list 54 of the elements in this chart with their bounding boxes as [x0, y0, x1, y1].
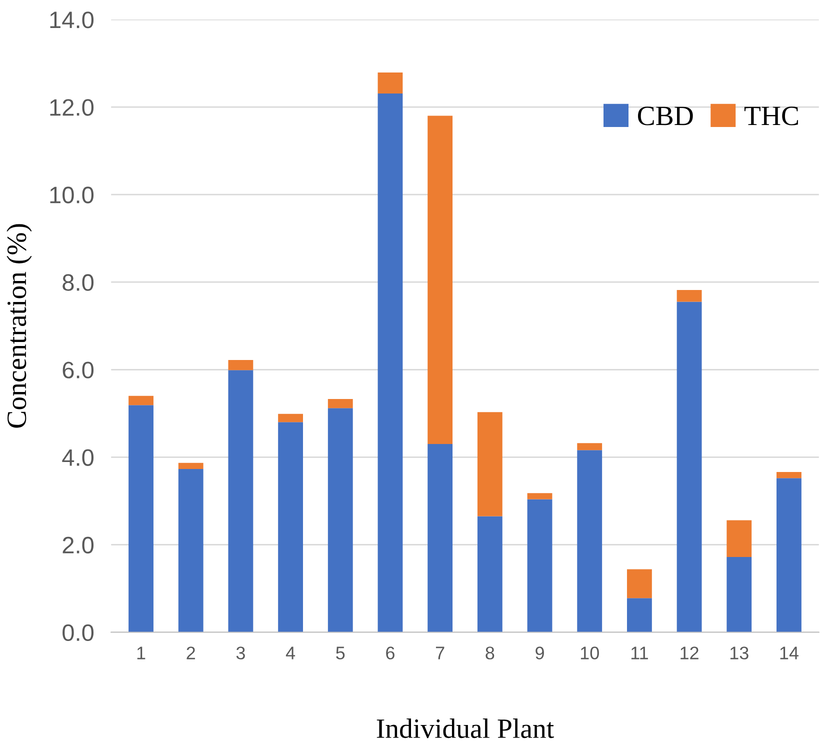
bar: [477, 412, 502, 516]
y-axis-title: Concentration (%): [6, 224, 32, 428]
x-tick-label: 1: [137, 646, 146, 660]
x-tick-label: 9: [536, 646, 544, 660]
bar: [128, 405, 154, 632]
y-tick-label: 10.0: [50, 186, 94, 204]
bar: [676, 302, 702, 632]
bar: [726, 556, 752, 632]
y-tick-label: 6.0: [62, 362, 94, 378]
x-tick-label: 10: [580, 646, 599, 660]
x-tick-label: 8: [486, 646, 494, 660]
y-tick-label: 2.0: [62, 536, 94, 554]
bar: [278, 422, 304, 632]
bar: [577, 443, 602, 450]
x-tick-label: 13: [730, 646, 748, 660]
bar: [776, 478, 802, 632]
bar: [626, 598, 652, 632]
bar: [278, 414, 304, 422]
x-axis-title: Individual Plant: [376, 718, 554, 738]
x-tick-label: 12: [680, 646, 698, 660]
x-tick-label: 7: [436, 646, 444, 660]
bar: [577, 450, 602, 632]
bar: [178, 468, 204, 632]
x-tick-label: 5: [336, 646, 345, 660]
x-tick-label: 4: [286, 646, 296, 660]
y-tick-label: 14.0: [50, 12, 94, 28]
bar: [378, 72, 403, 94]
bar: [676, 290, 702, 302]
legend-label: CBD: [638, 106, 693, 126]
bar: [776, 472, 802, 478]
bar: [428, 116, 453, 444]
y-tick-label: 0.0: [62, 624, 94, 642]
y-tick-label: 12.0: [50, 99, 94, 116]
bar: [128, 396, 154, 406]
bar: [527, 499, 552, 632]
x-tick-label: 6: [386, 646, 394, 660]
bar: [328, 398, 353, 408]
x-tick-label: 14: [780, 646, 798, 660]
bar: [477, 516, 502, 632]
bar: [178, 462, 204, 469]
bar: [726, 520, 752, 557]
bar: [228, 370, 254, 632]
bar: [228, 360, 254, 370]
y-tick-label: 8.0: [62, 274, 94, 291]
bar: [378, 93, 403, 632]
bar: [428, 444, 453, 632]
x-tick-label: 2: [186, 646, 195, 660]
legend-label: THC: [744, 106, 798, 126]
bar: [328, 408, 353, 632]
bar: [626, 569, 652, 598]
x-tick-label: 11: [631, 646, 648, 660]
bar: [527, 493, 552, 500]
y-tick-label: 4.0: [62, 449, 94, 466]
x-tick-label: 3: [236, 646, 245, 660]
